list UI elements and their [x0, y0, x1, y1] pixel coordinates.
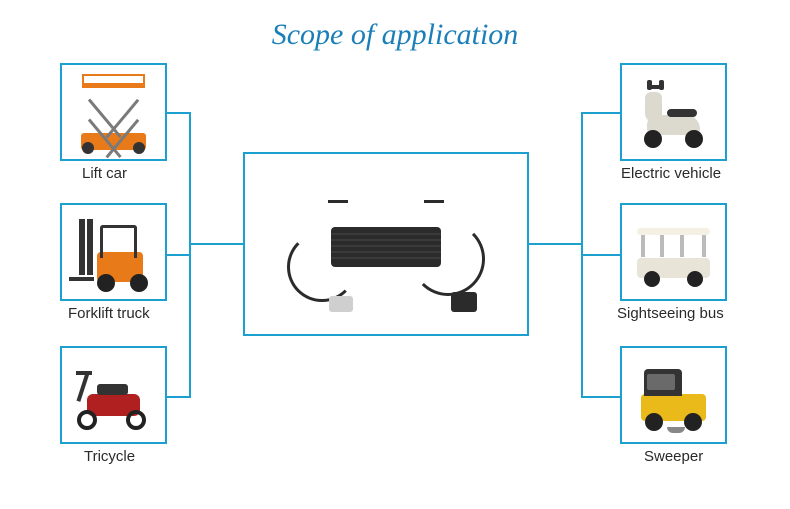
tricycle-illustration	[72, 357, 154, 432]
connector-right-row3	[581, 396, 620, 398]
item-box-sightseeing-bus	[620, 203, 727, 301]
sweeper-illustration	[632, 357, 714, 432]
item-box-electric-vehicle	[620, 63, 727, 161]
connector-right-row1	[581, 112, 620, 114]
page-title: Scope of application	[272, 18, 519, 52]
label-electric-vehicle: Electric vehicle	[621, 165, 721, 182]
item-box-sweeper	[620, 346, 727, 444]
lift-car-illustration	[72, 74, 154, 149]
label-forklift-truck: Forklift truck	[68, 305, 150, 322]
item-box-lift-car	[60, 63, 167, 161]
connector-left-to-center	[189, 243, 243, 245]
connector-center-to-right	[529, 243, 583, 245]
forklift-illustration	[72, 214, 154, 289]
label-lift-car: Lift car	[82, 165, 127, 182]
item-box-tricycle	[60, 346, 167, 444]
sightseeing-bus-illustration	[632, 214, 714, 289]
charger-illustration	[273, 172, 499, 316]
connector-left-row3	[167, 396, 191, 398]
connector-left-row2	[167, 254, 191, 256]
electric-vehicle-illustration	[632, 74, 714, 149]
label-tricycle: Tricycle	[84, 448, 135, 465]
connector-right-row2	[581, 254, 620, 256]
connector-left-row1	[167, 112, 191, 114]
center-box-charger	[243, 152, 529, 336]
label-sightseeing-bus: Sightseeing bus	[617, 305, 724, 322]
item-box-forklift-truck	[60, 203, 167, 301]
label-sweeper: Sweeper	[644, 448, 703, 465]
